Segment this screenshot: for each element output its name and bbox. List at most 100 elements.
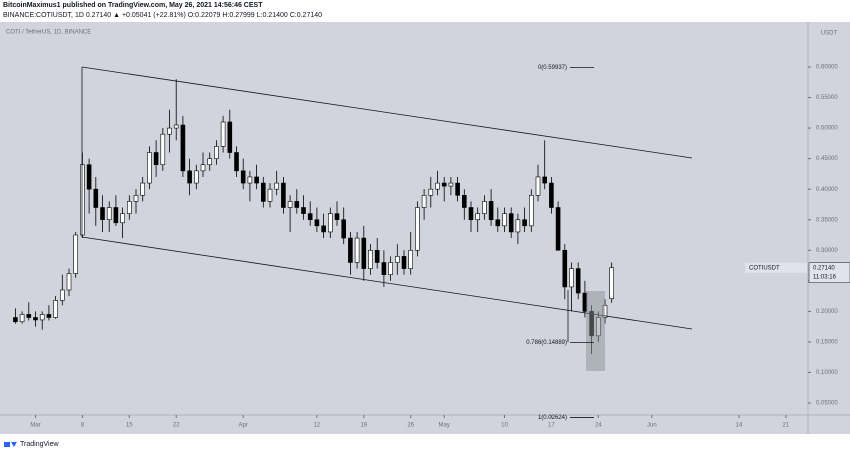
candle-body xyxy=(167,127,172,135)
candle-body xyxy=(475,213,480,221)
y-tick-label: 0.35000 xyxy=(816,217,838,223)
candle-body xyxy=(240,170,246,184)
last-price-label: 0.27140 xyxy=(813,265,835,271)
candle-body xyxy=(93,188,99,208)
x-tick-label: 15 xyxy=(126,423,133,429)
candle-body xyxy=(388,262,393,276)
candle-body xyxy=(448,182,454,187)
countdown: 11:03:16 xyxy=(813,274,837,280)
candle-body xyxy=(220,121,226,147)
candle-body xyxy=(19,314,25,323)
candle-body xyxy=(441,182,447,187)
y-tick-label: 0.10000 xyxy=(816,370,838,376)
x-tick-label: 12 xyxy=(314,423,321,429)
x-tick-label: 10 xyxy=(501,423,508,429)
candle-body xyxy=(173,124,179,129)
candle-body xyxy=(187,170,192,184)
y-tick-label: 0.40000 xyxy=(816,187,838,193)
chart-title: COTI / TetherUS, 1D, BINANCE xyxy=(6,30,91,36)
candle-body xyxy=(113,207,119,224)
candle-body xyxy=(575,268,581,294)
x-tick-label: 24 xyxy=(595,423,602,429)
marks xyxy=(13,79,614,355)
candle-body xyxy=(522,219,527,227)
candle-body xyxy=(361,237,367,269)
candle-body xyxy=(354,237,360,263)
candle-body xyxy=(60,289,65,301)
candle-body xyxy=(535,176,541,196)
x-tick-label: 26 xyxy=(407,423,414,429)
y-tick-label: 0.30000 xyxy=(816,248,838,254)
candle-body xyxy=(247,176,253,184)
candle-body xyxy=(13,317,18,323)
candle-body xyxy=(127,201,132,214)
candle-body xyxy=(495,219,501,227)
candle-body xyxy=(609,267,614,299)
candle-body xyxy=(502,213,507,227)
candle-body xyxy=(401,256,407,269)
y-tick-label: 0.15000 xyxy=(816,340,838,346)
candle-body xyxy=(468,207,474,221)
candle-body xyxy=(153,152,159,166)
x-tick-label: Mar xyxy=(30,423,40,429)
candle-body xyxy=(53,300,58,318)
candle-body xyxy=(39,314,45,321)
candle-body xyxy=(381,262,387,276)
x-tick-label: 8 xyxy=(81,423,85,429)
footer xyxy=(0,434,850,453)
chart-background xyxy=(0,22,850,434)
candle-body xyxy=(549,182,554,208)
candle-body xyxy=(294,201,300,208)
candle-body xyxy=(66,273,72,291)
candle-body xyxy=(80,164,85,236)
y-tick-label: 0.55000 xyxy=(816,95,838,101)
candle-body xyxy=(334,213,340,221)
candle-body xyxy=(194,170,199,184)
candle-body xyxy=(408,249,413,269)
fib-label: 0.786(0.14889) xyxy=(526,340,567,346)
candle-body xyxy=(200,164,206,172)
x-tick-label: 17 xyxy=(548,423,555,429)
y-tick-label: 0.50000 xyxy=(816,126,838,132)
brand: TradingView xyxy=(20,441,59,448)
candle-body xyxy=(133,194,139,202)
x-tick-label: Apr xyxy=(239,423,248,429)
x-tick-label: 19 xyxy=(360,423,367,429)
candle-body xyxy=(287,201,293,208)
candle-body xyxy=(328,213,333,233)
candle-body xyxy=(508,213,514,233)
candle-body xyxy=(488,201,494,221)
candle-body xyxy=(515,219,521,233)
y-tick-label: 0.60000 xyxy=(816,65,838,71)
candle-body xyxy=(461,194,467,208)
highlight-box xyxy=(586,291,605,371)
candle-body xyxy=(374,249,380,263)
x-tick-label: May xyxy=(439,423,450,429)
candle-body xyxy=(106,207,112,221)
x-tick-label: 21 xyxy=(783,423,790,429)
candle-body xyxy=(234,152,239,172)
fib-label: 0(0.59937) xyxy=(538,65,567,71)
y-tick-label: 0.20000 xyxy=(816,309,838,315)
ticker-line: BINANCE:COTIUSDT, 1D 0.27140 ▲ +0.05041 … xyxy=(3,12,322,19)
candle-body xyxy=(314,219,320,227)
candle-body xyxy=(482,201,487,214)
fib-label: 1(0.02624) xyxy=(538,415,567,421)
candle-body xyxy=(301,207,306,214)
candle-body xyxy=(341,219,347,239)
candle-body xyxy=(120,213,125,224)
candle-body xyxy=(86,164,92,190)
candle-body xyxy=(46,314,52,318)
candle-body xyxy=(435,182,440,190)
candle-body xyxy=(368,249,373,269)
candle-body xyxy=(214,146,219,159)
candle-body xyxy=(428,188,434,196)
brand-logo xyxy=(4,442,17,447)
candle-body xyxy=(542,176,547,184)
x-tick-label: 14 xyxy=(736,423,743,429)
candle-body xyxy=(207,158,213,166)
candle-body xyxy=(73,234,79,274)
candle-body xyxy=(227,121,233,153)
candle-body xyxy=(348,237,353,263)
